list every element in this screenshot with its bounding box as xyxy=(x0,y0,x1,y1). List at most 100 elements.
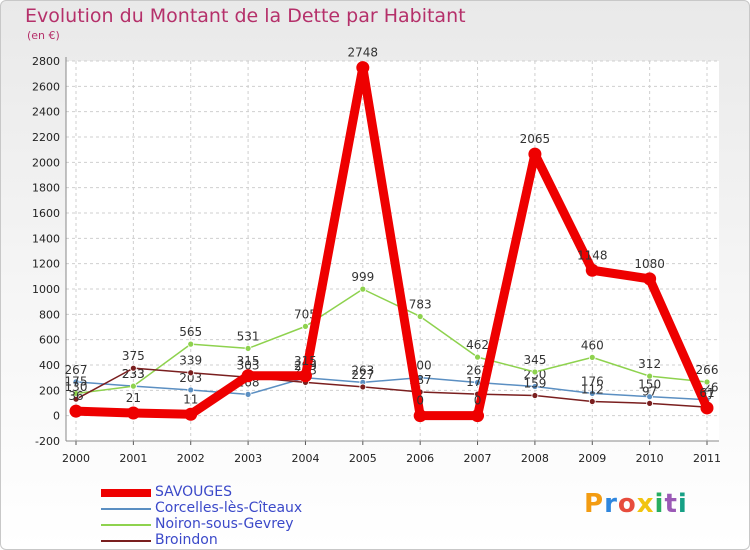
legend-label: Broindon xyxy=(155,532,218,548)
data-point xyxy=(69,404,83,418)
series-line xyxy=(75,288,708,395)
y-tick-label: 1800 xyxy=(32,182,60,195)
data-point xyxy=(187,340,195,348)
data-point xyxy=(703,378,711,386)
data-point xyxy=(588,353,596,361)
data-label: 2748 xyxy=(348,46,379,60)
y-tick-label: 800 xyxy=(39,308,60,321)
data-label: 175 xyxy=(65,375,88,389)
y-tick-label: 2800 xyxy=(32,55,60,68)
data-label: 0 xyxy=(474,394,482,408)
data-label: 312 xyxy=(638,357,661,371)
brand-letter: o xyxy=(617,489,637,519)
data-point xyxy=(302,322,309,330)
data-label: 303 xyxy=(237,358,260,372)
data-label: 97 xyxy=(642,384,657,398)
series-0: 36 21 11 315 315 2748 0 0 2065 1148 1080 61 xyxy=(68,46,715,423)
brand-letter: P xyxy=(584,489,605,519)
data-label: 565 xyxy=(179,325,202,339)
legend-label: Corcelles-lès-Cîteaux xyxy=(155,500,303,516)
x-tick-label: 2008 xyxy=(521,452,549,465)
data-label: 1080 xyxy=(634,257,665,271)
x-tick-label: 2001 xyxy=(119,452,147,465)
data-point xyxy=(126,406,140,420)
data-label: 130 xyxy=(65,380,88,394)
y-tick-label: -200 xyxy=(35,435,60,448)
data-label: 61 xyxy=(699,386,714,400)
data-label: 159 xyxy=(523,377,546,391)
data-label: 36 xyxy=(68,389,83,403)
data-label: 21 xyxy=(126,391,141,405)
brand-letter: t xyxy=(664,489,678,519)
y-tick-label: 200 xyxy=(39,384,60,397)
x-tick-label: 2006 xyxy=(406,452,434,465)
data-label: 315 xyxy=(237,354,260,368)
proxiti-logo: Proxiti xyxy=(584,489,688,519)
x-tick-label: 2009 xyxy=(578,452,606,465)
x-tick-label: 2007 xyxy=(464,452,492,465)
x-tick-label: 2005 xyxy=(349,452,377,465)
data-label: 315 xyxy=(294,354,317,368)
y-tick-label: 2000 xyxy=(32,156,60,169)
data-point xyxy=(700,401,714,415)
data-point xyxy=(588,389,596,397)
data-point xyxy=(241,369,255,383)
y-tick-label: 600 xyxy=(39,334,60,347)
y-tick-label: 2200 xyxy=(32,131,60,144)
legend-swatch xyxy=(101,508,151,510)
brand-letter: r xyxy=(604,489,618,519)
y-tick-label: 2600 xyxy=(32,80,60,93)
legend-label: Noiron-sous-Gevrey xyxy=(155,516,294,532)
data-point xyxy=(298,369,312,383)
data-point xyxy=(531,392,539,399)
data-point xyxy=(588,398,596,405)
x-tick-label: 2011 xyxy=(693,452,721,465)
y-tick-label: 1400 xyxy=(32,232,60,245)
data-label: 375 xyxy=(122,349,145,363)
y-tick-label: 1200 xyxy=(32,258,60,271)
data-label: 266 xyxy=(696,363,719,377)
chart-subtitle: (en €) xyxy=(27,29,60,42)
data-label: 705 xyxy=(294,307,317,321)
brand-letter: i xyxy=(677,489,688,519)
data-label: 176 xyxy=(581,374,604,388)
y-tick-label: 400 xyxy=(39,359,60,372)
data-point xyxy=(359,383,367,391)
data-point xyxy=(129,382,137,390)
data-point xyxy=(531,383,539,390)
data-label: 11 xyxy=(183,392,198,406)
data-point xyxy=(646,372,654,380)
data-point xyxy=(416,313,424,320)
data-point xyxy=(72,378,80,386)
brand-letter: x xyxy=(636,489,655,519)
data-point xyxy=(187,386,195,394)
data-point xyxy=(129,364,137,372)
y-tick-label: 1000 xyxy=(32,283,60,296)
data-point xyxy=(184,407,198,421)
data-point xyxy=(356,61,370,75)
data-label: 267 xyxy=(65,363,88,377)
data-label: 1148 xyxy=(577,248,608,262)
data-point xyxy=(528,147,542,161)
series-line xyxy=(75,367,708,408)
data-label: 999 xyxy=(351,270,374,284)
data-label: 112 xyxy=(581,382,604,396)
data-label: 263 xyxy=(351,363,374,377)
data-label: 203 xyxy=(179,371,202,385)
data-point xyxy=(359,285,367,293)
data-point xyxy=(244,345,252,352)
data-label: 345 xyxy=(523,353,546,367)
data-label: 0 xyxy=(416,394,424,408)
data-label: 339 xyxy=(179,354,202,368)
series-line xyxy=(71,63,712,421)
y-tick-label: 0 xyxy=(53,410,60,423)
x-tick-label: 2002 xyxy=(177,452,205,465)
series-line xyxy=(75,376,708,401)
data-point xyxy=(72,395,80,403)
data-point xyxy=(585,263,599,277)
legend-label: SAVOUGES xyxy=(155,484,233,500)
legend-swatch xyxy=(101,540,151,542)
data-label: 2065 xyxy=(520,132,551,146)
